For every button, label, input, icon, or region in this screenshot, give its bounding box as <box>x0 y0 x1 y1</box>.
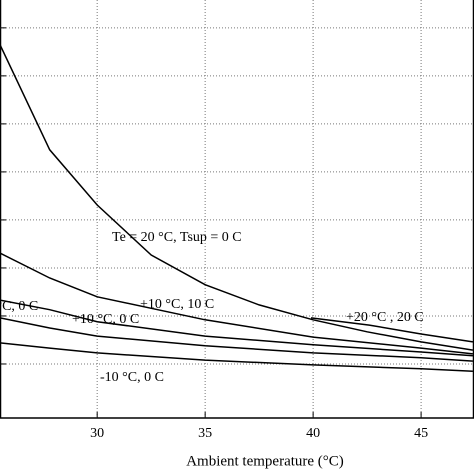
curve <box>0 252 473 355</box>
curve-label: -10 °C, 0 C <box>100 370 164 385</box>
x-axis-label: Ambient temperature (°C) <box>186 453 344 469</box>
curve-label: +20 °C , 20 C <box>346 310 424 325</box>
x-tick-label: 35 <box>198 426 212 441</box>
x-tick-label: 45 <box>414 426 428 441</box>
curve-label: Te = 20 °C, Tsup = 0 C <box>112 230 242 245</box>
curve <box>0 299 473 357</box>
plot-frame <box>0 0 474 419</box>
x-tick-label: 30 <box>90 426 104 441</box>
curve <box>310 317 474 343</box>
curve <box>0 342 473 372</box>
curve <box>0 44 474 351</box>
curve <box>0 317 473 362</box>
x-tick-label: 40 <box>306 426 320 441</box>
curve-label: 0 °C, 0 C <box>0 299 38 314</box>
curve-label: +10 °C, 0 C <box>72 312 139 327</box>
curve-label: +10 °C, 10 C <box>140 297 214 312</box>
